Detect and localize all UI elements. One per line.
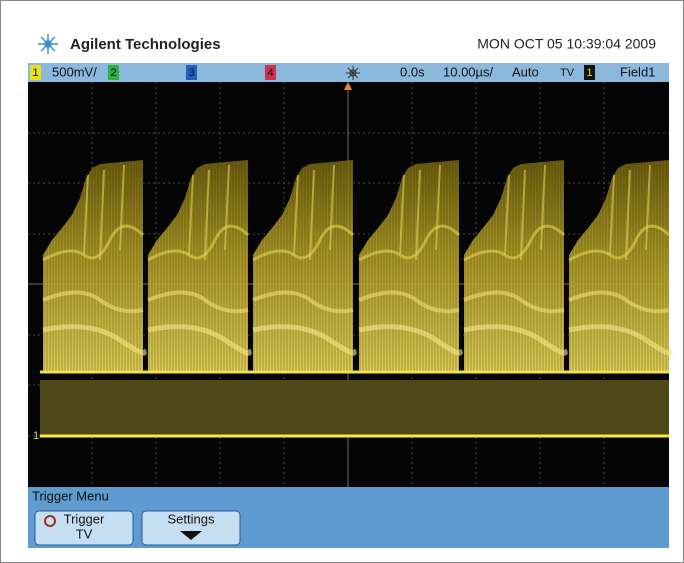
channel1-scale: 500mV/	[52, 64, 97, 79]
channel3: 3	[188, 67, 194, 79]
channel2: 2	[110, 67, 116, 79]
trigger-type: TV	[560, 67, 575, 79]
time-scale: 10.00µs/	[443, 64, 494, 79]
softkey[interactable]: Trigger TV	[35, 511, 133, 545]
channel1: 1	[32, 67, 38, 79]
channel4: 4	[267, 67, 273, 79]
datetime: MON OCT 05 10:39:04 2009	[477, 36, 656, 52]
time-offset: 0.0s	[400, 64, 425, 79]
brand: Agilent Technologies	[70, 36, 221, 53]
trigger-source: 1	[586, 67, 592, 79]
screenshot: Agilent Technologies MON OCT 05 10:39:04…	[0, 0, 684, 563]
waveform-band	[40, 380, 669, 436]
logo	[38, 34, 58, 54]
softkey-label: Trigger	[64, 511, 105, 526]
trigger-field: Field1	[620, 64, 655, 79]
run-icon	[346, 66, 360, 80]
trigger-mode: Auto	[512, 64, 539, 79]
channel-marker: 1	[33, 430, 39, 442]
menu-title: Trigger Menu	[32, 488, 109, 503]
softkey-label: Settings	[168, 511, 215, 526]
softkey[interactable]: Settings	[142, 511, 240, 545]
softkey-label: TV	[76, 526, 93, 541]
scope-screen: Agilent Technologies MON OCT 05 10:39:04…	[0, 0, 684, 563]
